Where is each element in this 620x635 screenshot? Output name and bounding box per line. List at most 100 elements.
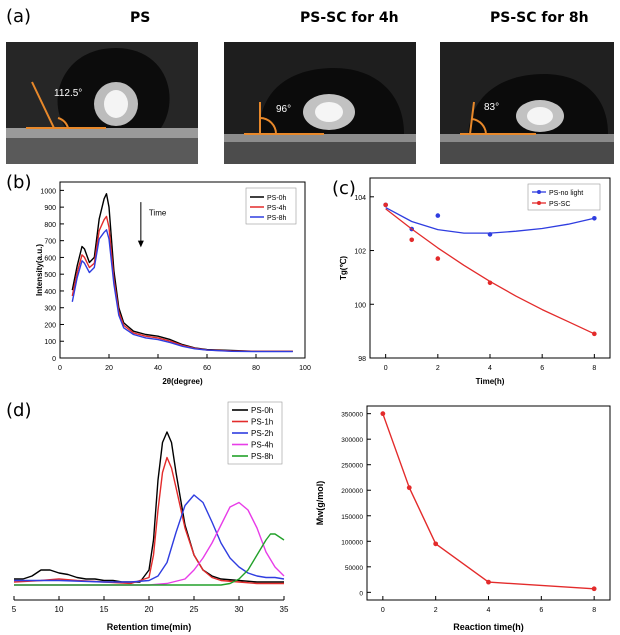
xrd-y-tick-label: 1000 (40, 188, 56, 195)
tg-data-point-PS-SC (383, 202, 388, 208)
mw-y-tick-label: 150000 (341, 514, 363, 521)
xrd-plot-frame (59, 181, 306, 359)
gpc-legend-label: PS-2h (251, 429, 273, 438)
panel-b-label: (b) (6, 172, 32, 193)
xrd-x-tick-label: 40 (154, 365, 162, 372)
mw-x-tick-label: 2 (434, 607, 438, 614)
gpc-x-tick-label: 10 (55, 605, 64, 614)
mw-x-axis-title: Reaction time(h) (453, 622, 524, 632)
gpc-series-line-PS-8h (14, 533, 285, 586)
angle-label-ps: 112.5° (54, 88, 83, 99)
xrd-x-tick-label: 80 (252, 365, 260, 372)
xrd-y-tick-label: 100 (44, 339, 56, 346)
xrd-legend-label: PS-4h (267, 205, 287, 212)
xrd-y-tick-label: 800 (44, 222, 56, 229)
xrd-x-axis-title: 2θ(degree) (162, 377, 203, 386)
photo-title-ps: PS (130, 10, 151, 26)
mw-data-point (380, 411, 386, 417)
tg-legend-label: PS-no light (549, 190, 583, 197)
xrd-series-line-PS-4h (71, 215, 293, 353)
time-arrow-head (137, 240, 144, 248)
time-annotation: Time (149, 209, 167, 218)
tg-x-tick-label: 4 (488, 365, 492, 372)
tg-data-point-PS-SC (435, 256, 441, 261)
xrd-y-tick-label: 700 (44, 239, 56, 246)
panel-a-label: (a) (6, 6, 32, 27)
xrd-x-tick-label: 20 (105, 365, 113, 372)
tg-x-tick-label: 2 (436, 365, 440, 372)
gpc-x-tick-label: 35 (280, 605, 289, 614)
gpc-x-tick-label: 25 (190, 605, 199, 614)
xrd-y-tick-label: 0 (52, 356, 56, 363)
gpc-series-line-PS-4h (14, 501, 285, 586)
mw-y-tick-label: 350000 (341, 412, 363, 419)
tg-x-tick-label: 8 (592, 365, 596, 372)
xrd-chart: 0 20 40 60 80 1000 100 200 300 400 500 600 700 800 900… (35, 181, 311, 386)
angle-label-ps-sc-4h: 96° (276, 104, 292, 115)
tg-x-tick-label: 0 (384, 365, 388, 372)
xrd-x-tick-label: 100 (299, 365, 311, 372)
gpc-x-tick-label: 20 (145, 605, 154, 614)
xrd-series-line-PS-8h (71, 229, 293, 353)
mw-series-line (382, 413, 595, 590)
xrd-y-tick-label: 900 (44, 205, 56, 212)
xrd-y-tick-label: 400 (44, 289, 56, 296)
xrd-y-tick-label: 300 (44, 306, 56, 313)
tg-y-tick-label: 100 (354, 302, 366, 309)
xrd-y-tick-label: 500 (44, 272, 56, 279)
tg-legend-marker (537, 190, 541, 194)
gpc-series-line-PS-1h (13, 456, 284, 585)
mw-plot-frame (366, 405, 611, 601)
mw-data-point (406, 485, 412, 491)
tg-y-tick-label: 98 (358, 356, 366, 363)
droplet-photo-ps-sc-8h: 83° (440, 42, 614, 164)
gpc-legend-label: PS-1h (251, 418, 273, 427)
mw-y-axis-title: Mw(g/mol) (315, 481, 325, 526)
xrd-x-tick-label: 60 (203, 365, 211, 372)
gpc-legend-label: PS-4h (251, 441, 273, 450)
tg-y-tick-label: 102 (354, 249, 366, 256)
tg-y-tick-label: 104 (354, 195, 366, 202)
panel-d-label: (d) (6, 400, 32, 421)
gpc-series-line-PS-2h (14, 494, 285, 583)
xrd-legend-label: PS-0h (267, 195, 287, 202)
tg-x-tick-label: 6 (540, 365, 544, 372)
tg-fit-curve-PS-no light (385, 207, 595, 234)
tg-data-point-PS-SC (592, 331, 597, 337)
mw-data-point (591, 586, 597, 592)
photo-title-ps-sc-4h: PS-SC for 4h (300, 10, 399, 26)
tg-data-point-PS-SC (487, 280, 493, 286)
mw-x-tick-label: 4 (487, 607, 491, 614)
tg-y-axis-title: Tg(℃) (339, 256, 348, 280)
mw-x-tick-label: 8 (592, 607, 596, 614)
angle-label-ps-sc-8h: 83° (484, 102, 500, 113)
mw-chart: 0 2 4 6 8 0 50000 100000 150000 200000 250000 30000… (315, 405, 611, 632)
mw-x-tick-label: 6 (539, 607, 543, 614)
droplet-photo-ps-sc-4h: 96° (224, 42, 416, 164)
xrd-y-tick-label: 200 (44, 322, 56, 329)
tg-chart: 0 2 4 6 8 98 100 102 104 Time(h) Tg(℃) PS-no light P… (339, 177, 611, 386)
mw-data-point (433, 541, 439, 547)
tg-data-point-PS-no light (435, 213, 441, 218)
xrd-y-tick-label: 600 (44, 255, 56, 262)
gpc-x-tick-label: 5 (12, 605, 17, 614)
droplet-photo-ps: 112.5° (6, 42, 198, 164)
xrd-legend-box (245, 187, 297, 225)
tg-data-point-PS-no light (487, 232, 493, 237)
mw-y-tick-label: 50000 (345, 565, 363, 572)
panel-c-label: (c) (332, 178, 356, 199)
tg-data-point-PS-no light (592, 215, 597, 221)
gpc-chart: 5 10 15 20 25 30 35 Retention time(min) PS-0h PS-… (12, 401, 289, 632)
xrd-legend-label: PS-8h (267, 215, 287, 222)
gpc-x-axis-title: Retention time(min) (107, 622, 192, 632)
mw-data-point (486, 579, 491, 585)
mw-x-tick-label: 0 (381, 607, 385, 614)
mw-y-tick-label: 0 (359, 590, 363, 597)
photo-title-ps-sc-8h: PS-SC for 8h (490, 10, 589, 26)
gpc-x-tick-label: 30 (235, 605, 244, 614)
tg-data-point-PS-SC (409, 237, 415, 243)
mw-y-tick-label: 250000 (341, 463, 363, 470)
tg-legend-label: PS-SC (549, 201, 570, 208)
tg-legend-marker (537, 201, 541, 205)
tg-fit-curve-PS-SC (385, 208, 595, 335)
